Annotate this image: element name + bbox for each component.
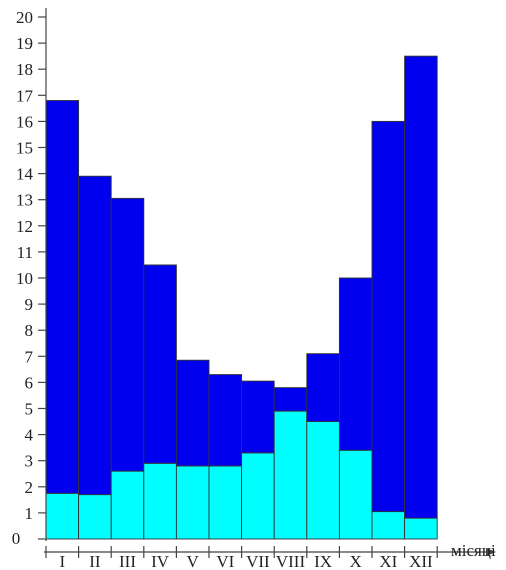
y-tick-label-7: 7	[25, 347, 34, 366]
bar-XII-segment-2	[404, 55, 438, 519]
y-tick-label-17: 17	[16, 86, 34, 105]
y-tick-label-15: 15	[16, 139, 33, 158]
bars-layer	[45, 55, 438, 540]
x-tick-label-II: II	[89, 552, 101, 570]
bar-IX-segment-2	[306, 353, 340, 423]
bar-XI-segment-1	[371, 511, 406, 540]
x-tick-label-VI: VI	[216, 552, 234, 570]
bar-I-segment-2	[45, 100, 80, 494]
bar-VII-segment-1	[241, 452, 275, 540]
bar-VI-segment-1	[208, 465, 243, 540]
bar-VI-segment-2	[208, 374, 243, 467]
bar-X-segment-1	[338, 449, 373, 540]
x-tick-label-V: V	[187, 552, 200, 570]
bar-II-segment-1	[78, 494, 112, 540]
bar-XII-segment-1	[404, 517, 438, 540]
y-tick-label-13: 13	[16, 191, 33, 210]
x-tick-label-IX: IX	[314, 552, 332, 570]
bar-III-segment-2	[110, 197, 145, 472]
bar-IX-segment-1	[306, 421, 340, 540]
bar-IV-segment-2	[143, 264, 177, 464]
x-axis-arrow	[486, 548, 496, 556]
bar-VIII-segment-1	[273, 410, 308, 540]
bar-I-segment-1	[45, 492, 80, 540]
x-tick-label-III: III	[119, 552, 136, 570]
bar-VII-segment-2	[241, 380, 275, 454]
bar-X-segment-2	[338, 277, 373, 451]
y-tick-label-10: 10	[16, 269, 33, 288]
bar-III-segment-1	[110, 470, 145, 540]
y-tick-label-9: 9	[25, 295, 34, 314]
x-axis: I II III IV V VI VII VIII IX X XI XII	[44, 546, 496, 570]
y-tick-label-3: 3	[25, 452, 34, 471]
x-tick-label-VIII: VIII	[276, 552, 306, 570]
y-tick-label-18: 18	[16, 60, 33, 79]
x-tick-label-XII: XII	[409, 552, 433, 570]
y-tick-label-0: 0	[12, 529, 21, 548]
x-tick-label-VII: VII	[246, 552, 270, 570]
y-tick-label-16: 16	[16, 112, 33, 131]
y-tick-label-14: 14	[16, 165, 34, 184]
bar-XI-segment-2	[371, 120, 406, 513]
y-tick-label-8: 8	[25, 321, 34, 340]
y-tick-label-20: 20	[16, 8, 33, 27]
y-tick-label-12: 12	[16, 217, 33, 236]
bar-II-segment-2	[78, 175, 112, 496]
x-tick-label-I: I	[59, 552, 65, 570]
x-tick-label-XI: XI	[379, 552, 397, 570]
y-tick-label-1: 1	[25, 504, 34, 523]
bar-V-segment-2	[175, 359, 210, 467]
y-tick-label-5: 5	[25, 400, 34, 419]
bar-IV-segment-1	[143, 462, 177, 540]
y-tick-label-19: 19	[16, 34, 33, 53]
x-tick-label-X: X	[350, 552, 362, 570]
x-axis-title: місяці	[451, 541, 496, 560]
x-tick-label-IV: IV	[151, 552, 170, 570]
bar-VIII-segment-2	[273, 387, 308, 412]
bar-V-segment-1	[175, 465, 210, 540]
y-tick-label-2: 2	[25, 478, 34, 497]
y-tick-label-6: 6	[25, 373, 34, 392]
y-tick-label-11: 11	[17, 243, 33, 262]
y-tick-label-4: 4	[25, 426, 34, 445]
